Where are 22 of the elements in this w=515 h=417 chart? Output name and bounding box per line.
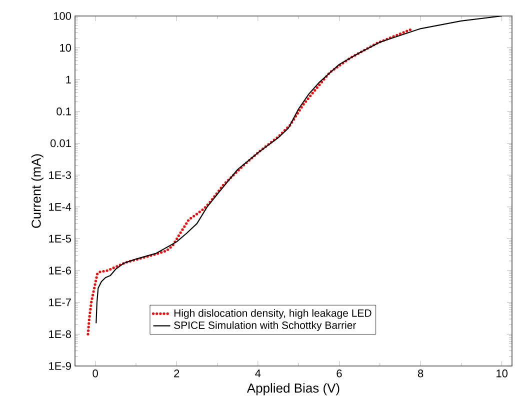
y-tick-label: 1E-7: [49, 298, 71, 306]
legend-label: SPICE Simulation with Schottky Barrier: [174, 321, 356, 331]
y-tick-label: 1: [66, 76, 71, 84]
x-tick-label: 2: [174, 370, 180, 378]
legend-label: High dislocation density, high leakage LED: [174, 309, 372, 319]
y-tick-label: 100: [54, 12, 72, 20]
x-tick-label: 6: [336, 370, 342, 378]
y-tick-label: 0.1: [56, 108, 71, 116]
y-tick-label: 1E-6: [49, 266, 71, 274]
x-tick-label: 0: [92, 370, 98, 378]
x-tick-label: 10: [496, 370, 508, 378]
y-tick-label: 0.01: [50, 139, 71, 148]
y-tick-label: 10: [60, 44, 72, 52]
y-tick-label: 1E-4: [49, 203, 72, 211]
y-axis-title: Current (mA): [31, 154, 44, 228]
y-tick-label: 1E-5: [49, 234, 72, 243]
y-tick-label: 1E-9: [49, 362, 71, 370]
x-axis-title: Applied Bias (V): [246, 383, 340, 396]
x-tick-label: 8: [418, 370, 424, 378]
y-tick-label: 1E-3: [49, 171, 71, 179]
x-tick-label: 4: [255, 370, 261, 378]
y-tick-label: 1E-8: [49, 330, 71, 338]
